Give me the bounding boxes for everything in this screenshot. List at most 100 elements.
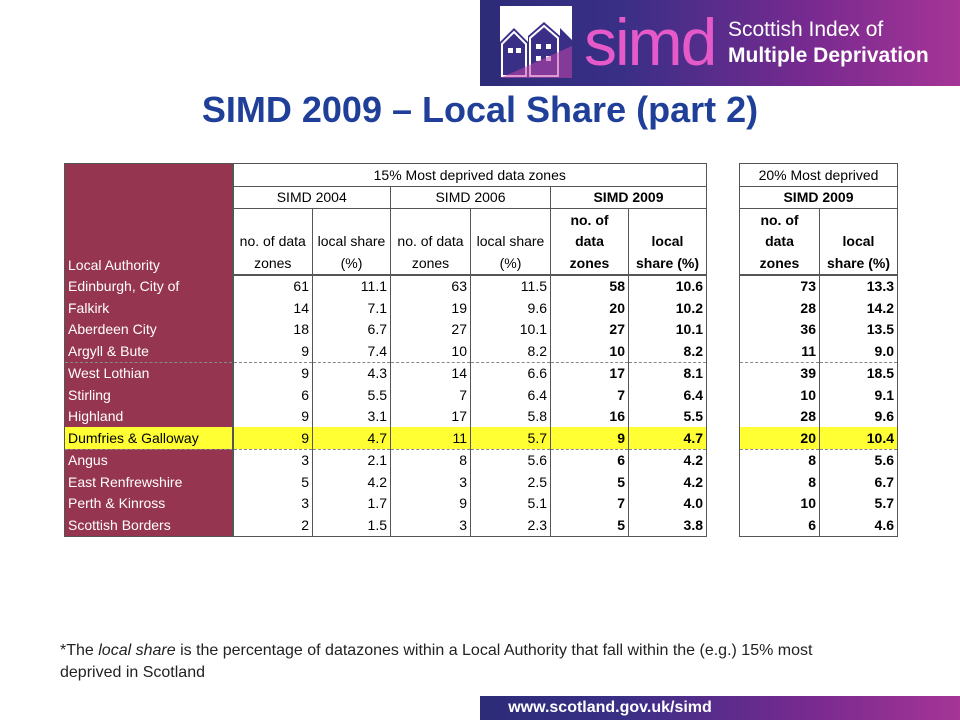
col-share-2004-line1: local share [312,230,391,252]
local-authority-name: Angus [64,448,234,471]
local-authority-name: Stirling [64,384,234,406]
zones-2004-cell: 61 [232,274,313,297]
zones-2006-cell: 3 [390,471,471,493]
share-2006-cell: 8.2 [470,340,551,362]
house-rooftops-logo-icon [500,6,572,78]
zones-2004-cell: 18 [232,318,313,340]
share-2006-cell: 5.8 [470,405,551,427]
share-2009-20-cell: 9.0 [819,340,898,362]
local-authority-header: Local Authority [64,163,234,275]
local-share-table: Local Authority 15% Most deprived data z… [64,163,898,537]
zones-2009-20-cell: 28 [739,297,820,319]
zones-2009-cell: 58 [550,274,629,297]
zones-2006-cell: 3 [390,514,471,537]
col-zones-2009-20-line1: no. of [739,208,820,231]
share-2009-20-cell: 9.6 [819,405,898,427]
local-authority-name: Highland [64,405,234,427]
zones-2009-20-cell: 8 [739,448,820,471]
zones-2009-cell: 7 [550,492,629,514]
share-2009-cell: 10.6 [628,274,707,297]
share-2004-cell: 7.4 [312,340,391,362]
footer-url-link[interactable]: www.scotland.gov.uk/simd [508,699,712,716]
local-authority-name: West Lothian [64,361,234,384]
zones-2004-cell: 5 [232,471,313,493]
local-authority-name: Falkirk [64,297,234,319]
share-2009-cell: 4.7 [628,427,707,449]
share-2009-cell: 4.2 [628,471,707,493]
zones-2009-cell: 17 [550,361,629,384]
table-row: Aberdeen City 18 6.7 27 10.1 27 10.1 36 13.5 [64,318,898,340]
header-15-percent: 15% Most deprived data zones [232,163,707,187]
table-row: Stirling 6 5.5 7 6.4 7 6.4 10 9.1 [64,384,898,406]
share-2004-cell: 6.7 [312,318,391,340]
col-share-2006-line1: local share [470,230,551,252]
header-simd-2009-20: SIMD 2009 [739,186,898,209]
table-body: Edinburgh, City of 61 11.1 63 11.5 58 10.6 73 13… [64,274,898,537]
share-2006-cell: 5.6 [470,448,551,471]
col-zones-2004-line2: zones [232,252,313,276]
share-2006-cell: 5.7 [470,427,551,449]
zones-2009-cell: 9 [550,427,629,449]
zones-2009-cell: 16 [550,405,629,427]
local-authority-name: Edinburgh, City of [64,274,234,297]
header-simd-2004: SIMD 2004 [232,186,391,209]
col-share-2009-20-line1: local [819,230,898,252]
share-2004-cell: 4.2 [312,471,391,493]
brand-subtitle-line2: Multiple Deprivation [728,44,929,67]
zones-2006-cell: 10 [390,340,471,362]
zones-2004-cell: 6 [232,384,313,406]
share-2009-cell: 4.2 [628,448,707,471]
share-2006-cell: 9.6 [470,297,551,319]
zones-2006-cell: 19 [390,297,471,319]
zones-2006-cell: 7 [390,384,471,406]
share-2009-20-cell: 6.7 [819,471,898,493]
zones-2009-cell: 7 [550,384,629,406]
zones-2009-20-cell: 20 [739,427,820,449]
zones-2009-20-cell: 28 [739,405,820,427]
share-2004-cell: 1.5 [312,514,391,537]
share-2009-cell: 4.0 [628,492,707,514]
col-zones-2009-line3: zones [550,252,629,276]
local-authority-name: Perth & Kinross [64,492,234,514]
col-share-2009-20-line2: share (%) [819,252,898,276]
zones-2006-cell: 17 [390,405,471,427]
zones-2009-cell: 5 [550,514,629,537]
share-2004-cell: 3.1 [312,405,391,427]
share-2009-cell: 6.4 [628,384,707,406]
zones-2004-cell: 2 [232,514,313,537]
col-zones-2009-line2: data [550,230,629,252]
col-zones-2006-line1: no. of data [390,230,471,252]
table-row: Perth & Kinross 3 1.7 9 5.1 7 4.0 10 5.7 [64,492,898,514]
share-2009-20-cell: 5.7 [819,492,898,514]
footnote: *The local share is the percentage of da… [60,640,840,684]
zones-2006-cell: 8 [390,448,471,471]
zones-2009-cell: 6 [550,448,629,471]
zones-2009-20-cell: 39 [739,361,820,384]
zones-2004-cell: 9 [232,361,313,384]
zones-2004-cell: 3 [232,448,313,471]
header-20-percent: 20% Most deprived [739,163,898,187]
zones-2009-cell: 20 [550,297,629,319]
zones-2006-cell: 14 [390,361,471,384]
share-2004-cell: 4.7 [312,427,391,449]
zones-2004-cell: 9 [232,405,313,427]
share-2009-cell: 5.5 [628,405,707,427]
local-authority-name: Scottish Borders [64,514,234,537]
share-2004-cell: 1.7 [312,492,391,514]
share-2006-cell: 6.6 [470,361,551,384]
table-row: Dumfries & Galloway 9 4.7 11 5.7 9 4.7 20 10.4 [64,427,898,449]
table-row: Highland 9 3.1 17 5.8 16 5.5 28 9.6 [64,405,898,427]
col-zones-2009-20-line2: data [739,230,820,252]
col-share-2009-line1: local [628,230,707,252]
share-2004-cell: 5.5 [312,384,391,406]
share-2004-cell: 11.1 [312,274,391,297]
zones-2004-cell: 9 [232,340,313,362]
col-zones-2009-line1: no. of [550,208,629,231]
share-2009-cell: 10.2 [628,297,707,319]
share-2006-cell: 11.5 [470,274,551,297]
zones-2009-cell: 27 [550,318,629,340]
table-row: West Lothian 9 4.3 14 6.6 17 8.1 39 18.5 [64,361,898,384]
house-rooftops-logo-svg [500,22,572,78]
zones-2004-cell: 14 [232,297,313,319]
local-authority-name: Dumfries & Galloway [64,427,234,449]
